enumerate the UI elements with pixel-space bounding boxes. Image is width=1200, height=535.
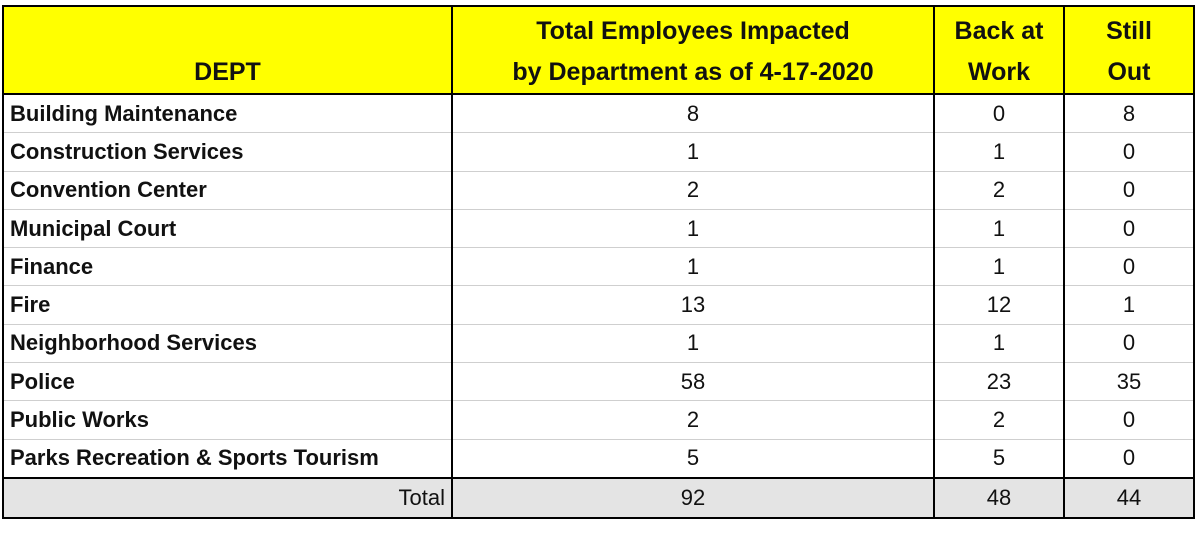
value-cell: 12 xyxy=(933,285,1065,325)
value-cell: 1 xyxy=(451,247,935,287)
label-cell: Total xyxy=(2,476,453,519)
label-cell: Convention Center xyxy=(2,171,453,210)
label-cell: Neighborhood Services xyxy=(2,324,453,364)
value-cell: 2 xyxy=(451,171,935,210)
header-cell: Still Out xyxy=(1063,5,1195,95)
value-cell: 92 xyxy=(451,476,935,519)
value-cell: 8 xyxy=(451,94,935,134)
value-cell: 2 xyxy=(933,171,1065,210)
label-cell: Police xyxy=(2,362,453,402)
value-cell: 2 xyxy=(933,400,1065,440)
data-row: Building Maintenance 8 0 8 xyxy=(2,94,1195,134)
value-cell: 1 xyxy=(933,247,1065,287)
label-cell: Construction Services xyxy=(2,132,453,172)
value-cell: 0 xyxy=(1063,400,1195,440)
table-header: DEPT Total Employees Impacted by Departmen… xyxy=(2,5,1195,95)
label-cell: Public Works xyxy=(2,400,453,440)
value-cell: 0 xyxy=(1063,439,1195,479)
table-body: Building Maintenance 8 0 8 Construction Serv… xyxy=(2,94,1195,519)
header-cell: Total Employees Impacted by Department as… xyxy=(451,5,935,95)
value-cell: 0 xyxy=(1063,171,1195,210)
value-cell: 0 xyxy=(1063,209,1195,249)
header-text: Work xyxy=(967,58,1031,86)
label-cell: Municipal Court xyxy=(2,209,453,249)
data-row: Public Works 2 2 0 xyxy=(2,400,1195,440)
header-text: Still xyxy=(1106,17,1152,45)
value-cell: 1 xyxy=(451,209,935,249)
data-row: Parks Recreation & Sports Tourism 5 5 0 xyxy=(2,439,1195,479)
header-row: DEPT Total Employees Impacted by Departmen… xyxy=(2,5,1195,95)
value-cell: 5 xyxy=(451,439,935,479)
value-cell: 1 xyxy=(933,132,1065,172)
value-cell: 5 xyxy=(933,439,1065,479)
label-cell: Finance xyxy=(2,247,453,287)
data-row: Fire 13 12 1 xyxy=(2,285,1195,325)
header-cell: Back at Work xyxy=(933,5,1065,95)
header-text: DEPT xyxy=(194,58,261,86)
data-row: Municipal Court 1 1 0 xyxy=(2,209,1195,249)
data-row: Convention Center 2 2 0 xyxy=(2,171,1195,210)
header-cell: DEPT xyxy=(2,5,453,95)
value-cell: 35 xyxy=(1063,362,1195,402)
value-cell: 48 xyxy=(933,476,1065,519)
value-cell: 8 xyxy=(1063,94,1195,134)
value-cell: 2 xyxy=(451,400,935,440)
value-cell: 58 xyxy=(451,362,935,402)
value-cell: 44 xyxy=(1063,476,1195,519)
value-cell: 0 xyxy=(1063,132,1195,172)
label-cell: Building Maintenance xyxy=(2,94,453,134)
data-row: Neighborhood Services 1 1 0 xyxy=(2,324,1195,364)
header-text: Back at xyxy=(954,17,1044,45)
header-text: Out xyxy=(1107,58,1151,86)
header-text: by Department as of 4-17-2020 xyxy=(512,58,874,86)
header-text: Total Employees Impacted xyxy=(536,17,850,45)
label-cell: Fire xyxy=(2,285,453,325)
value-cell: 0 xyxy=(1063,324,1195,364)
value-cell: 1 xyxy=(1063,285,1195,325)
value-cell: 1 xyxy=(933,324,1065,364)
value-cell: 1 xyxy=(451,324,935,364)
data-row: Police 58 23 35 xyxy=(2,362,1195,402)
total-row: Total 92 48 44 xyxy=(2,476,1195,519)
value-cell: 13 xyxy=(451,285,935,325)
data-row: Finance 1 1 0 xyxy=(2,247,1195,287)
value-cell: 23 xyxy=(933,362,1065,402)
value-cell: 1 xyxy=(933,209,1065,249)
value-cell: 0 xyxy=(933,94,1065,134)
data-row: Construction Services 1 1 0 xyxy=(2,132,1195,172)
data-table: DEPT Total Employees Impacted by Departmen… xyxy=(2,5,1195,519)
value-cell: 0 xyxy=(1063,247,1195,287)
label-cell: Parks Recreation & Sports Tourism xyxy=(2,439,453,479)
value-cell: 1 xyxy=(451,132,935,172)
table-container: DEPT Total Employees Impacted by Departmen… xyxy=(2,5,1195,519)
